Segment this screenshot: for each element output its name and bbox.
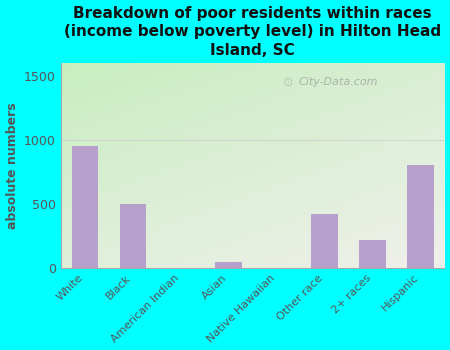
Bar [407,166,434,268]
Bar [120,204,146,268]
Bar [311,214,338,268]
Y-axis label: absolute numbers: absolute numbers [5,102,18,229]
Bar [360,240,386,268]
Text: ⊙: ⊙ [284,76,294,89]
Title: Breakdown of poor residents within races
(income below poverty level) in Hilton : Breakdown of poor residents within races… [64,6,441,58]
Bar [72,146,98,268]
Bar [216,261,242,268]
Text: City-Data.com: City-Data.com [299,77,378,88]
